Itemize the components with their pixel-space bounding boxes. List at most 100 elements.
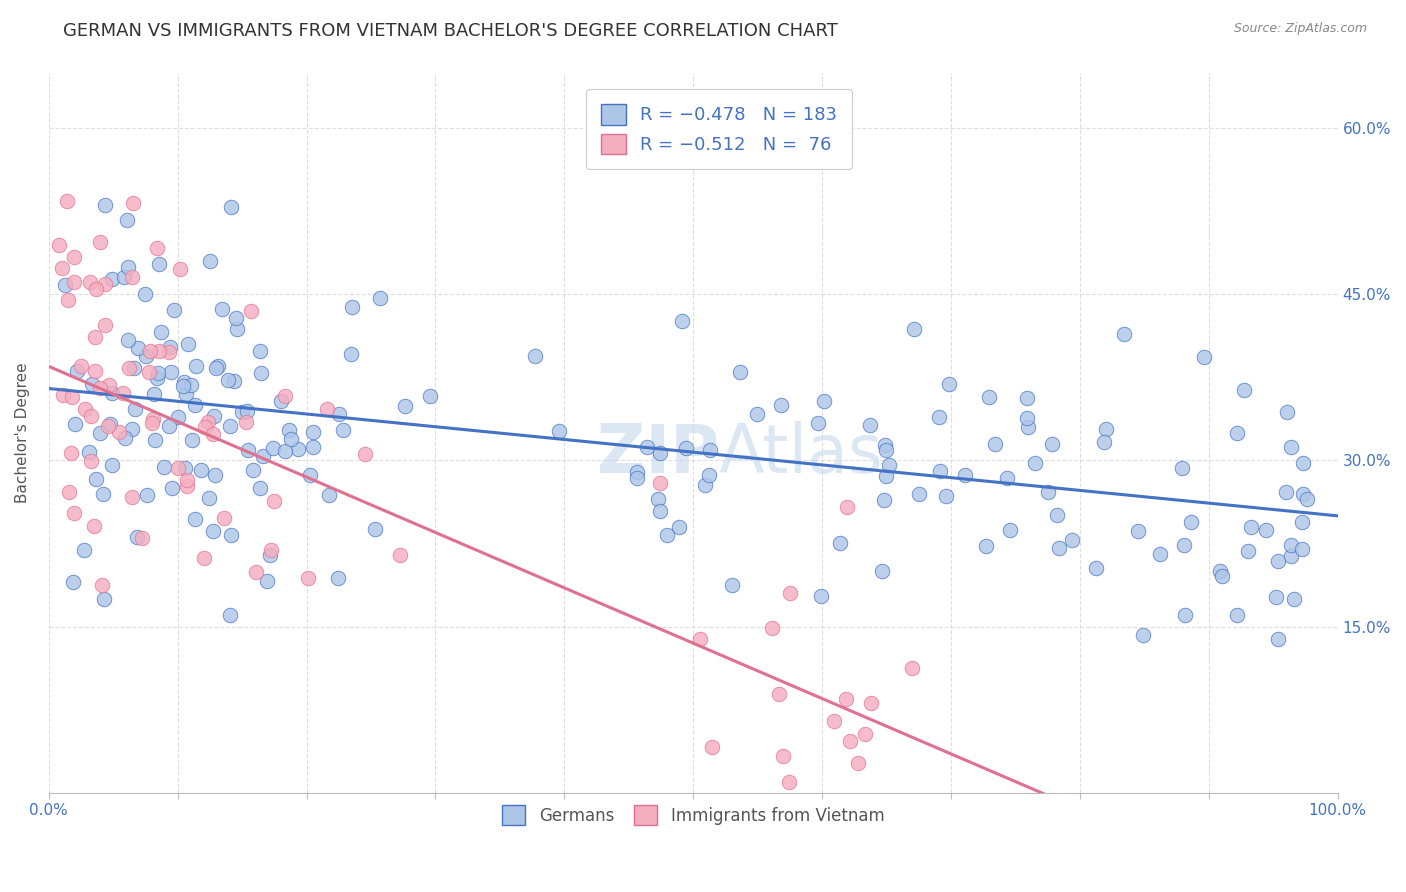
Point	[173, 375, 195, 389]
Point	[328, 407, 350, 421]
Point	[1149, 547, 1171, 561]
Point	[97, 378, 120, 392]
Point	[63, 506, 86, 520]
Point	[240, 304, 263, 318]
Point	[127, 341, 149, 355]
Point	[278, 423, 301, 437]
Point	[974, 539, 997, 553]
Point	[66, 364, 89, 378]
Point	[1279, 441, 1302, 455]
Y-axis label: Bachelor's Degree: Bachelor's Degree	[15, 362, 30, 503]
Point	[394, 399, 416, 413]
Point	[84, 472, 107, 486]
Point	[316, 401, 339, 416]
Text: Source: ZipAtlas.com: Source: ZipAtlas.com	[1233, 22, 1367, 36]
Point	[834, 692, 856, 706]
Point	[1128, 524, 1150, 538]
Point	[201, 524, 224, 538]
Point	[1279, 538, 1302, 552]
Point	[675, 441, 697, 455]
Point	[1292, 456, 1315, 470]
Text: ZIP: ZIP	[598, 421, 718, 487]
Point	[256, 574, 278, 589]
Point	[143, 387, 166, 401]
Point	[650, 475, 672, 490]
Point	[58, 485, 80, 500]
Point	[647, 492, 669, 507]
Point	[238, 443, 260, 458]
Point	[94, 277, 117, 292]
Point	[79, 275, 101, 289]
Point	[160, 481, 183, 495]
Point	[145, 371, 167, 385]
Point	[167, 410, 190, 425]
Legend: Germans, Immigrants from Vietnam: Germans, Immigrants from Vietnam	[492, 796, 894, 835]
Point	[169, 262, 191, 277]
Point	[938, 377, 960, 392]
Point	[1209, 564, 1232, 578]
Point	[368, 291, 391, 305]
Point	[177, 336, 200, 351]
Point	[419, 389, 441, 403]
Point	[779, 585, 801, 599]
Point	[262, 442, 284, 456]
Point	[70, 359, 93, 374]
Point	[221, 200, 243, 214]
Point	[1254, 523, 1277, 537]
Point	[202, 409, 225, 423]
Point	[252, 449, 274, 463]
Point	[90, 578, 112, 592]
Point	[112, 270, 135, 285]
Point	[124, 360, 146, 375]
Point	[249, 344, 271, 359]
Point	[747, 407, 769, 421]
Point	[761, 621, 783, 635]
Point	[340, 346, 363, 360]
Point	[181, 434, 204, 448]
Point	[152, 459, 174, 474]
Point	[700, 740, 723, 755]
Point	[160, 365, 183, 379]
Point	[636, 440, 658, 454]
Point	[89, 426, 111, 441]
Point	[697, 467, 720, 482]
Point	[63, 275, 86, 289]
Point	[89, 380, 111, 394]
Point	[1226, 426, 1249, 441]
Point	[772, 748, 794, 763]
Point	[157, 419, 180, 434]
Point	[354, 446, 377, 460]
Point	[93, 318, 115, 332]
Point	[204, 468, 226, 483]
Point	[873, 492, 896, 507]
Point	[138, 344, 160, 359]
Point	[134, 286, 156, 301]
Point	[302, 440, 325, 454]
Point	[280, 432, 302, 446]
Point	[626, 471, 648, 485]
Point	[810, 589, 832, 603]
Point	[1264, 591, 1286, 605]
Point	[217, 373, 239, 387]
Point	[388, 548, 411, 562]
Point	[274, 444, 297, 458]
Point	[207, 359, 229, 374]
Point	[225, 311, 247, 326]
Point	[1092, 435, 1115, 450]
Point	[184, 512, 207, 526]
Point	[83, 364, 105, 378]
Point	[148, 257, 170, 271]
Point	[142, 411, 165, 425]
Point	[101, 458, 124, 472]
Point	[52, 388, 75, 402]
Point	[689, 632, 711, 647]
Point	[807, 417, 830, 431]
Point	[235, 415, 257, 429]
Point	[1180, 516, 1202, 530]
Point	[548, 424, 571, 438]
Point	[173, 460, 195, 475]
Point	[121, 195, 143, 210]
Point	[114, 432, 136, 446]
Point	[91, 487, 114, 501]
Point	[1046, 508, 1069, 523]
